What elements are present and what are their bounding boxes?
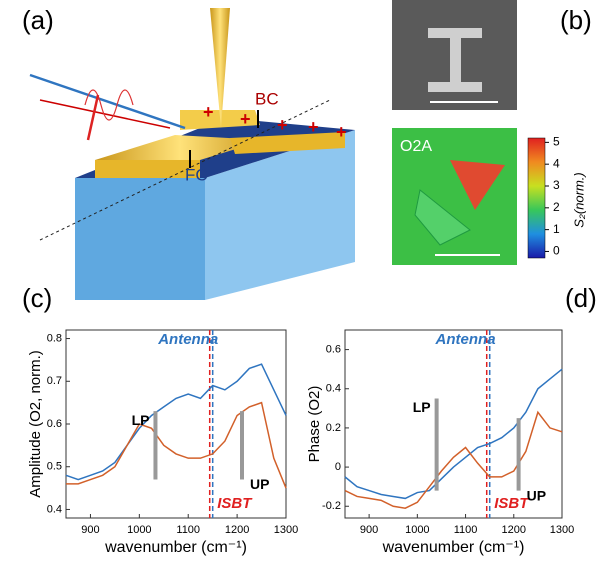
panel-label: (b) bbox=[560, 5, 592, 35]
marker-label: UP bbox=[527, 487, 546, 503]
y-tick-label: -0.2 bbox=[322, 500, 341, 512]
x-tick-label: 1100 bbox=[176, 524, 200, 536]
x-tick-label: 1000 bbox=[127, 524, 151, 536]
x-tick-label: 1300 bbox=[550, 524, 574, 536]
panel-label: (d) bbox=[565, 283, 597, 313]
y-tick-label: 0.4 bbox=[326, 383, 341, 395]
figure: + + + + + (a) (b) (c) (d) BC FC O2A 0 1 2 3 4 5 S₂(norm.)… bbox=[0, 0, 600, 574]
colorbar-label: S₂(norm.) bbox=[571, 172, 586, 228]
tick-label: 5 bbox=[553, 135, 560, 149]
label: FC bbox=[185, 165, 208, 184]
tick-label: 0 bbox=[553, 244, 560, 258]
tick-label: 2 bbox=[553, 200, 560, 214]
legend-label: Antenna bbox=[157, 331, 218, 348]
tick-label: 3 bbox=[553, 178, 560, 192]
marker-label: LP bbox=[132, 412, 150, 428]
panel-label: (a) bbox=[22, 5, 54, 35]
y-tick-label: 0.4 bbox=[47, 503, 62, 515]
x-axis-label: wavenumber (cm⁻¹) bbox=[382, 539, 525, 556]
svg-text:+: + bbox=[277, 115, 288, 135]
y-axis-label: Phase (O2) bbox=[306, 386, 323, 463]
y-tick-label: 0.7 bbox=[47, 375, 62, 387]
y-tick-label: 0.6 bbox=[326, 343, 341, 355]
x-tick-label: 900 bbox=[81, 524, 99, 536]
marker-label: UP bbox=[250, 476, 269, 492]
label: O2A bbox=[400, 138, 432, 155]
y-tick-label: 0.2 bbox=[326, 422, 341, 434]
x-tick-label: 1100 bbox=[454, 524, 478, 536]
svg-text:+: + bbox=[336, 122, 347, 142]
x-tick-label: 900 bbox=[360, 524, 378, 536]
series-line bbox=[345, 369, 562, 498]
x-axis-label: wavenumber (cm⁻¹) bbox=[104, 539, 247, 556]
y-axis-label: Amplitude (O2, norm.) bbox=[27, 350, 44, 498]
y-tick-label: 0.5 bbox=[47, 461, 62, 473]
x-tick-label: 1300 bbox=[274, 524, 298, 536]
x-tick-label: 1200 bbox=[225, 524, 249, 536]
x-tick-label: 1200 bbox=[502, 524, 526, 536]
svg-text:+: + bbox=[240, 109, 251, 129]
label: BC bbox=[255, 89, 279, 108]
tick-label: 4 bbox=[553, 156, 560, 170]
y-tick-label: 0 bbox=[335, 461, 341, 473]
annotation: ISBT bbox=[217, 495, 253, 512]
illustration-a: + + + + + bbox=[30, 8, 355, 300]
x-tick-label: 1000 bbox=[405, 524, 429, 536]
series-line bbox=[66, 364, 286, 479]
marker-label: LP bbox=[413, 399, 431, 415]
svg-text:+: + bbox=[203, 102, 214, 122]
annotation: ISBT bbox=[494, 495, 530, 512]
svg-text:+: + bbox=[308, 117, 319, 137]
y-tick-label: 0.8 bbox=[47, 332, 62, 344]
y-tick-label: 0.6 bbox=[47, 418, 62, 430]
panel-label: (c) bbox=[22, 283, 52, 313]
legend-label: Antenna bbox=[435, 331, 496, 348]
tick-label: 1 bbox=[553, 222, 560, 236]
illustration-b bbox=[392, 0, 545, 265]
